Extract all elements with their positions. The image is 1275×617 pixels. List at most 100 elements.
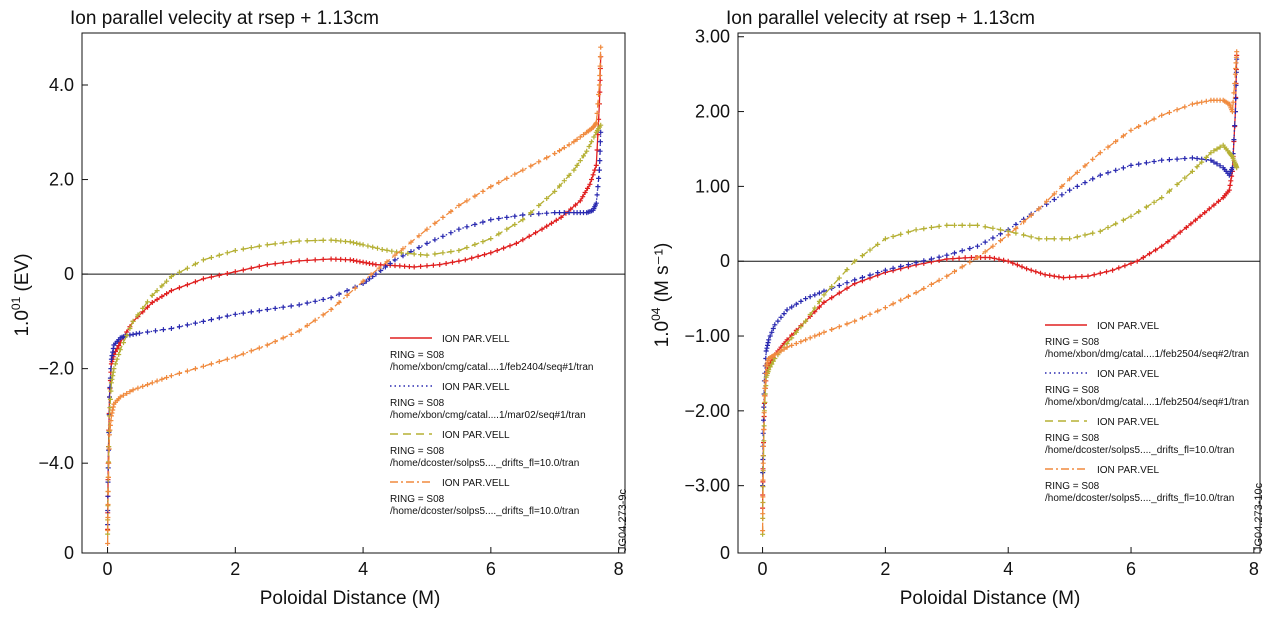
data-point — [763, 370, 769, 376]
data-point — [1143, 204, 1149, 210]
data-point — [1067, 236, 1073, 242]
data-point — [145, 299, 150, 305]
data-point — [982, 255, 988, 260]
data-point — [280, 240, 286, 246]
y-tick-label: 0 — [720, 543, 730, 563]
data-point — [590, 172, 596, 178]
data-point — [117, 394, 123, 400]
series-2 — [760, 56, 1240, 489]
data-point — [770, 326, 776, 331]
data-point — [533, 230, 539, 236]
data-point — [928, 281, 934, 287]
data-point — [1211, 202, 1217, 208]
data-point — [440, 233, 446, 239]
data-point — [1113, 167, 1119, 173]
data-point — [767, 364, 773, 370]
data-point — [448, 209, 454, 214]
data-point — [1194, 156, 1200, 161]
data-point — [1038, 270, 1043, 276]
y-tick-label: 0 — [64, 264, 74, 284]
data-point — [347, 239, 353, 245]
data-point — [109, 376, 115, 382]
data-point — [107, 427, 113, 433]
data-point — [1214, 161, 1220, 167]
data-point — [373, 262, 379, 268]
x-tick-label: 0 — [758, 559, 768, 579]
data-point — [990, 225, 996, 231]
data-point — [333, 238, 339, 243]
data-point — [803, 337, 809, 343]
data-point — [296, 238, 302, 244]
data-point — [798, 339, 804, 345]
data-point — [998, 227, 1003, 233]
data-point — [192, 261, 198, 267]
data-point — [812, 333, 818, 339]
legend-series-name: ION PAR.VELL — [442, 478, 510, 489]
data-point — [117, 347, 123, 353]
data-point — [208, 317, 214, 323]
data-point — [793, 301, 799, 307]
series-4 — [105, 44, 604, 546]
data-point — [304, 238, 310, 244]
data-point — [168, 274, 174, 279]
data-point — [1174, 107, 1180, 113]
data-point — [760, 494, 766, 500]
data-point — [1051, 273, 1057, 279]
data-point — [968, 255, 974, 260]
data-point — [1074, 183, 1080, 189]
data-point — [116, 343, 122, 349]
data-point — [248, 265, 254, 271]
data-point — [1232, 71, 1238, 77]
data-point — [456, 203, 462, 208]
data-point — [208, 255, 214, 260]
data-point — [288, 303, 294, 309]
series-line — [106, 124, 602, 535]
data-point — [959, 264, 965, 270]
data-point — [149, 380, 155, 386]
data-point — [1153, 247, 1159, 253]
data-point — [836, 290, 842, 296]
data-point — [472, 222, 478, 227]
data-point — [1014, 262, 1020, 268]
data-point — [1056, 274, 1062, 280]
data-point — [1021, 232, 1027, 238]
data-point — [480, 239, 486, 245]
data-point — [216, 272, 222, 278]
data-point — [1166, 157, 1172, 163]
data-point — [561, 145, 567, 151]
data-point — [192, 279, 198, 285]
data-point — [544, 155, 550, 161]
data-point — [1151, 116, 1157, 122]
data-point — [765, 340, 771, 346]
data-point — [344, 292, 350, 298]
data-point — [952, 222, 957, 228]
data-point — [288, 331, 294, 337]
data-point — [110, 407, 116, 413]
data-point — [1082, 163, 1088, 169]
data-point — [975, 243, 980, 249]
data-point — [598, 44, 604, 50]
data-point — [1051, 191, 1057, 197]
series-line — [761, 144, 1238, 535]
data-point — [852, 277, 858, 283]
data-point — [596, 175, 602, 181]
x-tick-label: 8 — [1249, 559, 1259, 579]
data-point — [462, 257, 468, 263]
data-point — [778, 314, 784, 320]
data-point — [264, 307, 270, 312]
legend-path: /home/xbon/dmg/catal....1/feb2504/seq#1/… — [1045, 397, 1249, 408]
data-point — [1113, 139, 1119, 144]
data-point — [944, 222, 950, 228]
y-tick-label: −3.00 — [684, 476, 730, 496]
data-point — [1189, 168, 1195, 174]
data-point — [184, 265, 190, 271]
data-point — [580, 194, 586, 200]
series-line — [761, 59, 1238, 486]
data-point — [1136, 161, 1142, 167]
data-point — [504, 214, 510, 220]
data-point — [184, 322, 190, 328]
data-point — [581, 153, 586, 159]
data-point — [406, 264, 412, 270]
y-tick-label: −4.0 — [38, 453, 74, 473]
data-point — [967, 222, 973, 228]
